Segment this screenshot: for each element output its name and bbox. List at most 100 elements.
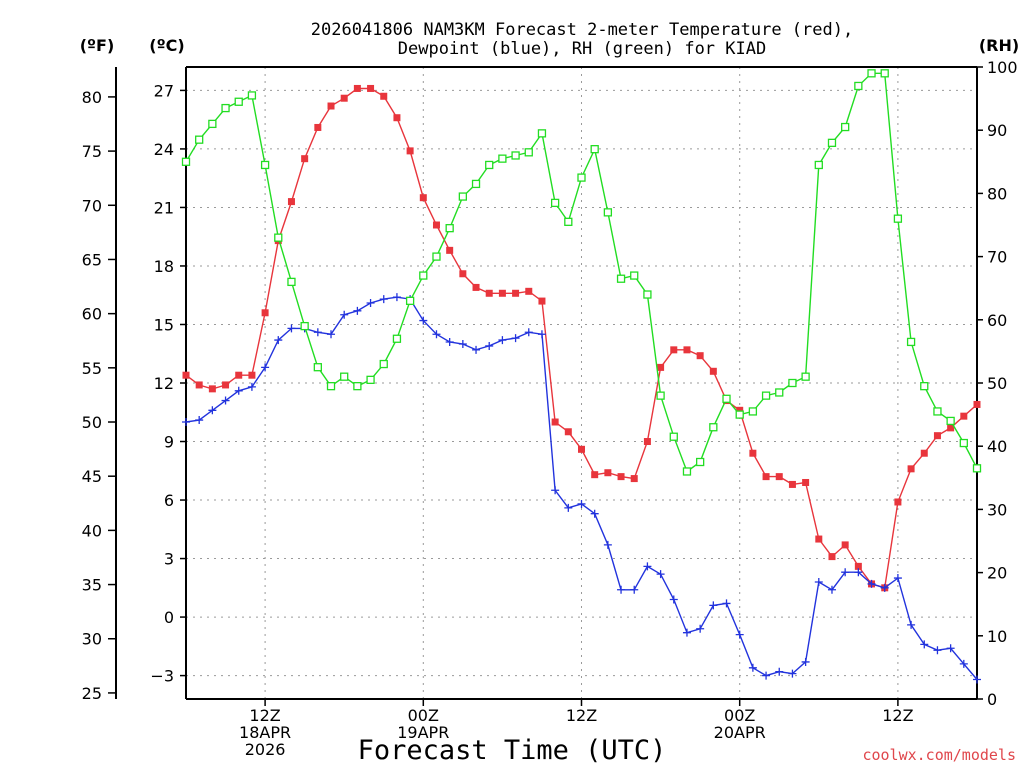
dewpoint-point <box>854 568 863 577</box>
rh-point <box>564 217 573 226</box>
dewpoint-point <box>208 406 217 415</box>
rh-point <box>524 148 533 157</box>
temperature-point <box>841 541 849 549</box>
rh-point <box>313 363 322 372</box>
rh-tick-label: 30 <box>987 500 1007 519</box>
temperature-point <box>604 469 612 477</box>
rh-point <box>682 467 692 476</box>
x-tick-label: 00Z <box>408 706 439 725</box>
rh-point <box>616 274 626 283</box>
temperature-point <box>393 114 401 122</box>
temperature-point <box>670 346 678 354</box>
fahrenheit-tick-label: 35 <box>82 576 102 595</box>
rh-tick-label: 80 <box>987 184 1007 203</box>
temperature-point <box>432 221 440 229</box>
temperature-point <box>683 346 691 354</box>
celsius-tick-label: 9 <box>164 433 174 452</box>
rh-point <box>326 382 336 391</box>
temperature-point <box>222 381 230 389</box>
rh-point <box>300 321 309 331</box>
celsius-tick-label: −3 <box>150 667 174 686</box>
dewpoint-point <box>221 396 230 405</box>
temperature-point <box>749 449 757 457</box>
dewpoint-point <box>458 339 467 348</box>
dewpoint-point <box>379 295 388 304</box>
temperature-point <box>327 102 335 110</box>
rh-point <box>392 334 402 343</box>
temperature-point <box>709 367 717 375</box>
fahrenheit-tick-label: 60 <box>82 305 102 324</box>
temperature-point <box>314 123 322 131</box>
axes: 8075706560555045403530252724211815129630… <box>82 58 1018 759</box>
dewpoint-point <box>933 646 942 655</box>
temperature-point <box>657 363 665 371</box>
dewpoint-point <box>643 562 652 571</box>
temperature-point <box>643 438 651 446</box>
temperature-point <box>788 480 796 488</box>
dewpoint-point <box>788 669 797 678</box>
dewpoint-point <box>669 595 678 604</box>
x-tick-label: 19APR <box>397 723 449 742</box>
dewpoint-point <box>392 293 401 302</box>
rh-point <box>735 410 744 419</box>
dewpoint-point <box>472 345 481 354</box>
dewpoint-point <box>274 336 283 345</box>
fahrenheit-tick-label: 70 <box>82 196 102 215</box>
temperature-point <box>578 445 585 453</box>
x-tick-label: 12Z <box>882 706 913 725</box>
dewpoint-point <box>511 334 520 343</box>
dewpoint-point <box>801 657 810 666</box>
temperature-point <box>340 94 348 102</box>
dewpoint-point <box>498 336 507 345</box>
celsius-tick-label: 3 <box>164 550 174 569</box>
fahrenheit-tick-label: 40 <box>82 521 102 540</box>
temperature-point <box>960 412 968 420</box>
temperature-point <box>485 289 493 297</box>
temperature-point <box>301 155 309 163</box>
x-axis-label: Forecast Time (UTC) <box>358 735 667 766</box>
temperature-point <box>261 309 269 317</box>
rh-point <box>471 179 481 189</box>
celsius-tick-label: 24 <box>154 140 174 159</box>
temperature-point <box>736 406 744 414</box>
rh-point <box>379 359 388 369</box>
fahrenheit-tick-label: 30 <box>82 630 102 649</box>
temperature-point <box>551 418 559 426</box>
rh-point <box>814 160 823 170</box>
rh-point <box>854 81 863 91</box>
rh-point <box>550 198 560 208</box>
rh-unit-label: (RH) <box>979 36 1019 55</box>
rh-point <box>788 378 797 388</box>
rh-tick-label: 100 <box>987 58 1018 77</box>
temperature-point <box>525 287 533 295</box>
rh-tick-label: 10 <box>987 627 1007 646</box>
site-credit: coolwx.com/models <box>862 746 1016 764</box>
dewpoint-point <box>630 585 639 594</box>
dewpoint-point <box>827 585 836 594</box>
dewpoint-point <box>287 324 296 333</box>
dewpoint-point <box>867 579 876 588</box>
rh-point <box>748 407 758 416</box>
rh-point <box>972 464 982 473</box>
temperature-point <box>538 297 546 305</box>
x-tick-label: 12Z <box>249 706 280 725</box>
celsius-unit-label: (ºC) <box>149 36 184 55</box>
rh-point <box>841 122 850 132</box>
rh-point <box>643 290 652 299</box>
dewpoint-point <box>893 574 902 583</box>
temperature-point <box>182 371 190 379</box>
dewpoint-point <box>762 671 771 680</box>
rh-point <box>353 382 362 391</box>
fahrenheit-tick-label: 75 <box>82 142 102 161</box>
dewpoint-point <box>959 659 968 668</box>
x-tick-label: 00Z <box>724 706 755 725</box>
dewpoint-point <box>775 667 784 676</box>
temperature-point <box>947 424 955 432</box>
temperature-point <box>854 562 862 570</box>
celsius-tick-label: 18 <box>154 257 174 276</box>
temperature-point <box>591 471 599 479</box>
temperature-point <box>894 498 902 506</box>
dewpoint-point <box>973 675 981 684</box>
rh-point <box>208 119 217 129</box>
temperature-point <box>208 385 216 393</box>
